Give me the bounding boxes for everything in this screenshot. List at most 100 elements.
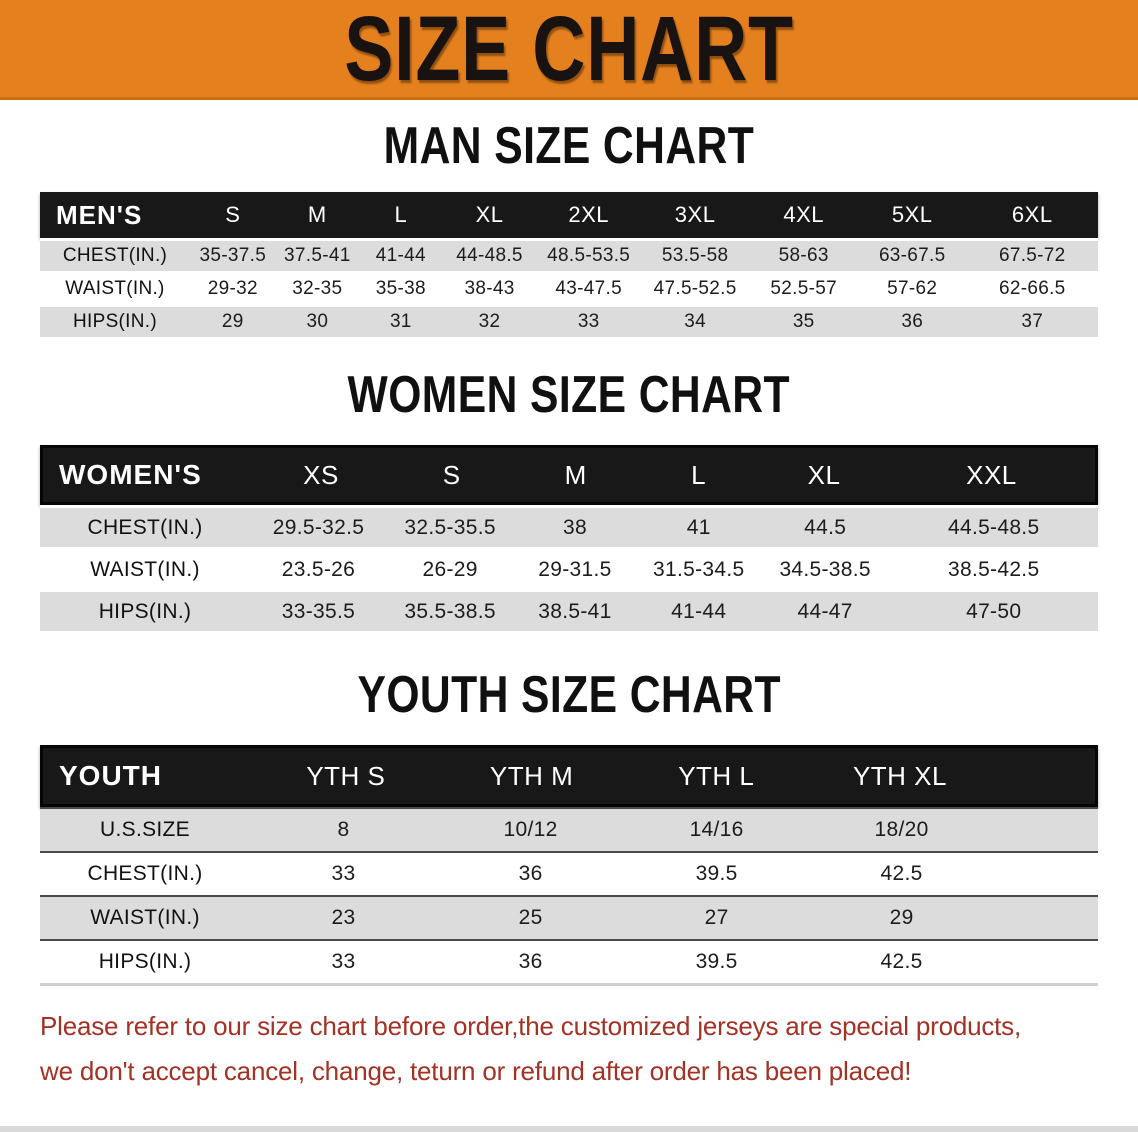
- youth-us-size-value: 18/20: [874, 818, 929, 841]
- youth-hips-value: 33: [331, 950, 356, 973]
- bottom-edge-strip: [0, 1126, 1138, 1132]
- youth-hips-value: 42.5: [880, 950, 923, 973]
- men-row-waist: WAIST(IN.) 29-32 32-35 35-38 38-43 43-47.5 47.…: [40, 271, 1098, 304]
- women-hips-value: 41-44: [671, 599, 727, 623]
- men-size-col-header: 4XL: [783, 202, 824, 227]
- disclaimer-line-1: Please refer to our size chart before or…: [40, 1011, 1022, 1041]
- women-heading: WOMEN SIZE CHART: [0, 367, 1138, 423]
- youth-size-col-header: YTH S: [306, 760, 386, 791]
- youth-waist-value: 23: [331, 906, 356, 929]
- men-size-col-header: XL: [475, 202, 504, 227]
- women-row-waist: WAIST(IN.) 23.5-26 26-29 29-31.5 31.5-34.5 34…: [40, 547, 1098, 589]
- men-table-header-row: MEN'S S M L XL 2XL 3XL 4XL 5XL 6XL: [40, 192, 1098, 238]
- men-hips-value: 34: [684, 311, 706, 332]
- women-hips-value: 47-50: [966, 599, 1022, 623]
- youth-row-hips: HIPS(IN.) 33 36 39.5 42.5: [40, 939, 1098, 983]
- men-hips-label: HIPS(IN.): [73, 311, 157, 332]
- women-size-col-header: XL: [807, 459, 841, 490]
- women-table: WOMEN'S XS S M L XL XXL CHEST(IN.) 29.5-32.5 32.5…: [40, 445, 1098, 631]
- men-hips-value: 30: [306, 311, 329, 332]
- men-waist-value: 43-47.5: [555, 278, 622, 299]
- women-heading-text: WOMEN SIZE CHART: [347, 366, 791, 424]
- women-waist-value: 23.5-26: [281, 557, 356, 581]
- women-size-col-header: XS: [303, 459, 339, 490]
- youth-row-us-size: U.S.SIZE 8 10/12 14/16 18/20: [40, 807, 1098, 851]
- men-hips-value: 32: [478, 311, 501, 332]
- men-table: MEN'S S M L XL 2XL 3XL 4XL 5XL 6XL CHEST(IN.) 35-37…: [40, 192, 1098, 337]
- banner: SIZE CHART: [0, 0, 1138, 100]
- men-waist-value: 29-32: [207, 278, 258, 299]
- women-chest-value: 44.5-48.5: [947, 515, 1040, 539]
- men-hips-value: 33: [577, 311, 600, 332]
- men-hips-value: 36: [901, 311, 924, 332]
- men-size-col-header: M: [307, 202, 327, 227]
- men-chest-label: CHEST(IN.): [62, 245, 168, 266]
- men-chest-value: 41-44: [375, 245, 426, 266]
- women-table-header-row: WOMEN'S XS S M L XL XXL: [40, 445, 1098, 505]
- youth-table-header-row: YOUTH YTH S YTH M YTH L YTH XL: [40, 745, 1098, 807]
- youth-row-chest: CHEST(IN.) 33 36 39.5 42.5: [40, 851, 1098, 895]
- disclaimer: Please refer to our size chart before or…: [40, 1004, 1138, 1094]
- youth-chest-value: 33: [331, 862, 356, 885]
- men-chest-value: 37.5-41: [284, 245, 351, 266]
- youth-section: YOUTH SIZE CHART YOUTH YTH S YTH M YTH L YTH …: [0, 667, 1138, 986]
- men-chest-value: 58-63: [778, 245, 829, 266]
- men-hips-value: 29: [221, 311, 244, 332]
- women-chest-value: 38: [562, 515, 587, 539]
- men-waist-label: WAIST(IN.): [65, 278, 165, 299]
- men-chest-value: 35-37.5: [199, 245, 267, 266]
- youth-hips-label: HIPS(IN.): [98, 950, 192, 973]
- women-hips-label: HIPS(IN.): [98, 599, 192, 623]
- women-section: WOMEN SIZE CHART WOMEN'S XS S M L XL XXL CHEST(I…: [0, 367, 1138, 631]
- youth-row-waist: WAIST(IN.) 23 25 27 29: [40, 895, 1098, 939]
- men-header-label: MEN'S: [56, 199, 143, 230]
- men-chest-value: 44-48.5: [456, 245, 523, 266]
- men-chest-value: 67.5-72: [998, 245, 1066, 266]
- youth-chest-value: 36: [518, 862, 543, 885]
- page-title: SIZE CHART: [344, 0, 794, 100]
- women-size-col-header: L: [691, 459, 707, 490]
- men-size-col-header: 3XL: [674, 202, 716, 227]
- men-hips-value: 35: [792, 311, 815, 332]
- youth-waist-value: 29: [889, 906, 914, 929]
- youth-waist-value: 27: [704, 906, 729, 929]
- men-waist-value: 62-66.5: [998, 278, 1066, 299]
- men-row-hips: HIPS(IN.) 29 30 31 32 33 34 35 36 37: [40, 304, 1098, 337]
- men-hips-value: 31: [389, 311, 412, 332]
- women-chest-label: CHEST(IN.): [87, 515, 203, 539]
- youth-size-col-header: YTH M: [489, 760, 574, 791]
- women-waist-label: WAIST(IN.): [90, 557, 200, 581]
- women-waist-value: 31.5-34.5: [653, 557, 745, 581]
- women-row-hips: HIPS(IN.) 33-35.5 35.5-38.5 38.5-41 41-44 44-…: [40, 589, 1098, 631]
- women-header-label: WOMEN'S: [59, 459, 202, 490]
- youth-waist-value: 25: [518, 906, 543, 929]
- men-section: MAN SIZE CHART MEN'S S M L XL 2XL 3XL 4XL 5XL 6XL C…: [0, 118, 1138, 337]
- youth-waist-label: WAIST(IN.): [90, 906, 200, 929]
- men-size-col-header: 2XL: [568, 202, 609, 227]
- women-chest-value: 44.5: [804, 515, 847, 539]
- women-hips-value: 44-47: [797, 599, 853, 623]
- men-size-col-header: L: [394, 202, 408, 227]
- men-size-col-header: 5XL: [891, 202, 933, 227]
- youth-chest-label: CHEST(IN.): [87, 862, 203, 885]
- youth-us-size-value: 10/12: [503, 818, 558, 841]
- men-size-col-header: S: [225, 202, 241, 227]
- women-waist-value: 26-29: [422, 557, 478, 581]
- men-waist-value: 47.5-52.5: [653, 278, 737, 299]
- men-chest-value: 48.5-53.5: [547, 245, 631, 266]
- women-hips-value: 38.5-41: [538, 599, 612, 623]
- women-chest-value: 41: [686, 515, 711, 539]
- women-chest-value: 32.5-35.5: [404, 515, 496, 539]
- women-hips-value: 33-35.5: [281, 599, 356, 623]
- women-hips-value: 35.5-38.5: [404, 599, 496, 623]
- women-waist-value: 29-31.5: [538, 557, 612, 581]
- youth-hips-value: 39.5: [695, 950, 738, 973]
- men-hips-value: 37: [1021, 311, 1044, 332]
- women-row-chest: CHEST(IN.) 29.5-32.5 32.5-35.5 38 41 44.5 44.5…: [40, 505, 1098, 547]
- men-chest-value: 63-67.5: [878, 245, 946, 266]
- men-waist-value: 38-43: [464, 278, 515, 299]
- youth-size-col-header: YTH L: [678, 760, 755, 791]
- youth-us-size-value: 14/16: [689, 818, 744, 841]
- men-heading: MAN SIZE CHART: [0, 118, 1138, 174]
- men-chest-value: 53.5-58: [661, 245, 729, 266]
